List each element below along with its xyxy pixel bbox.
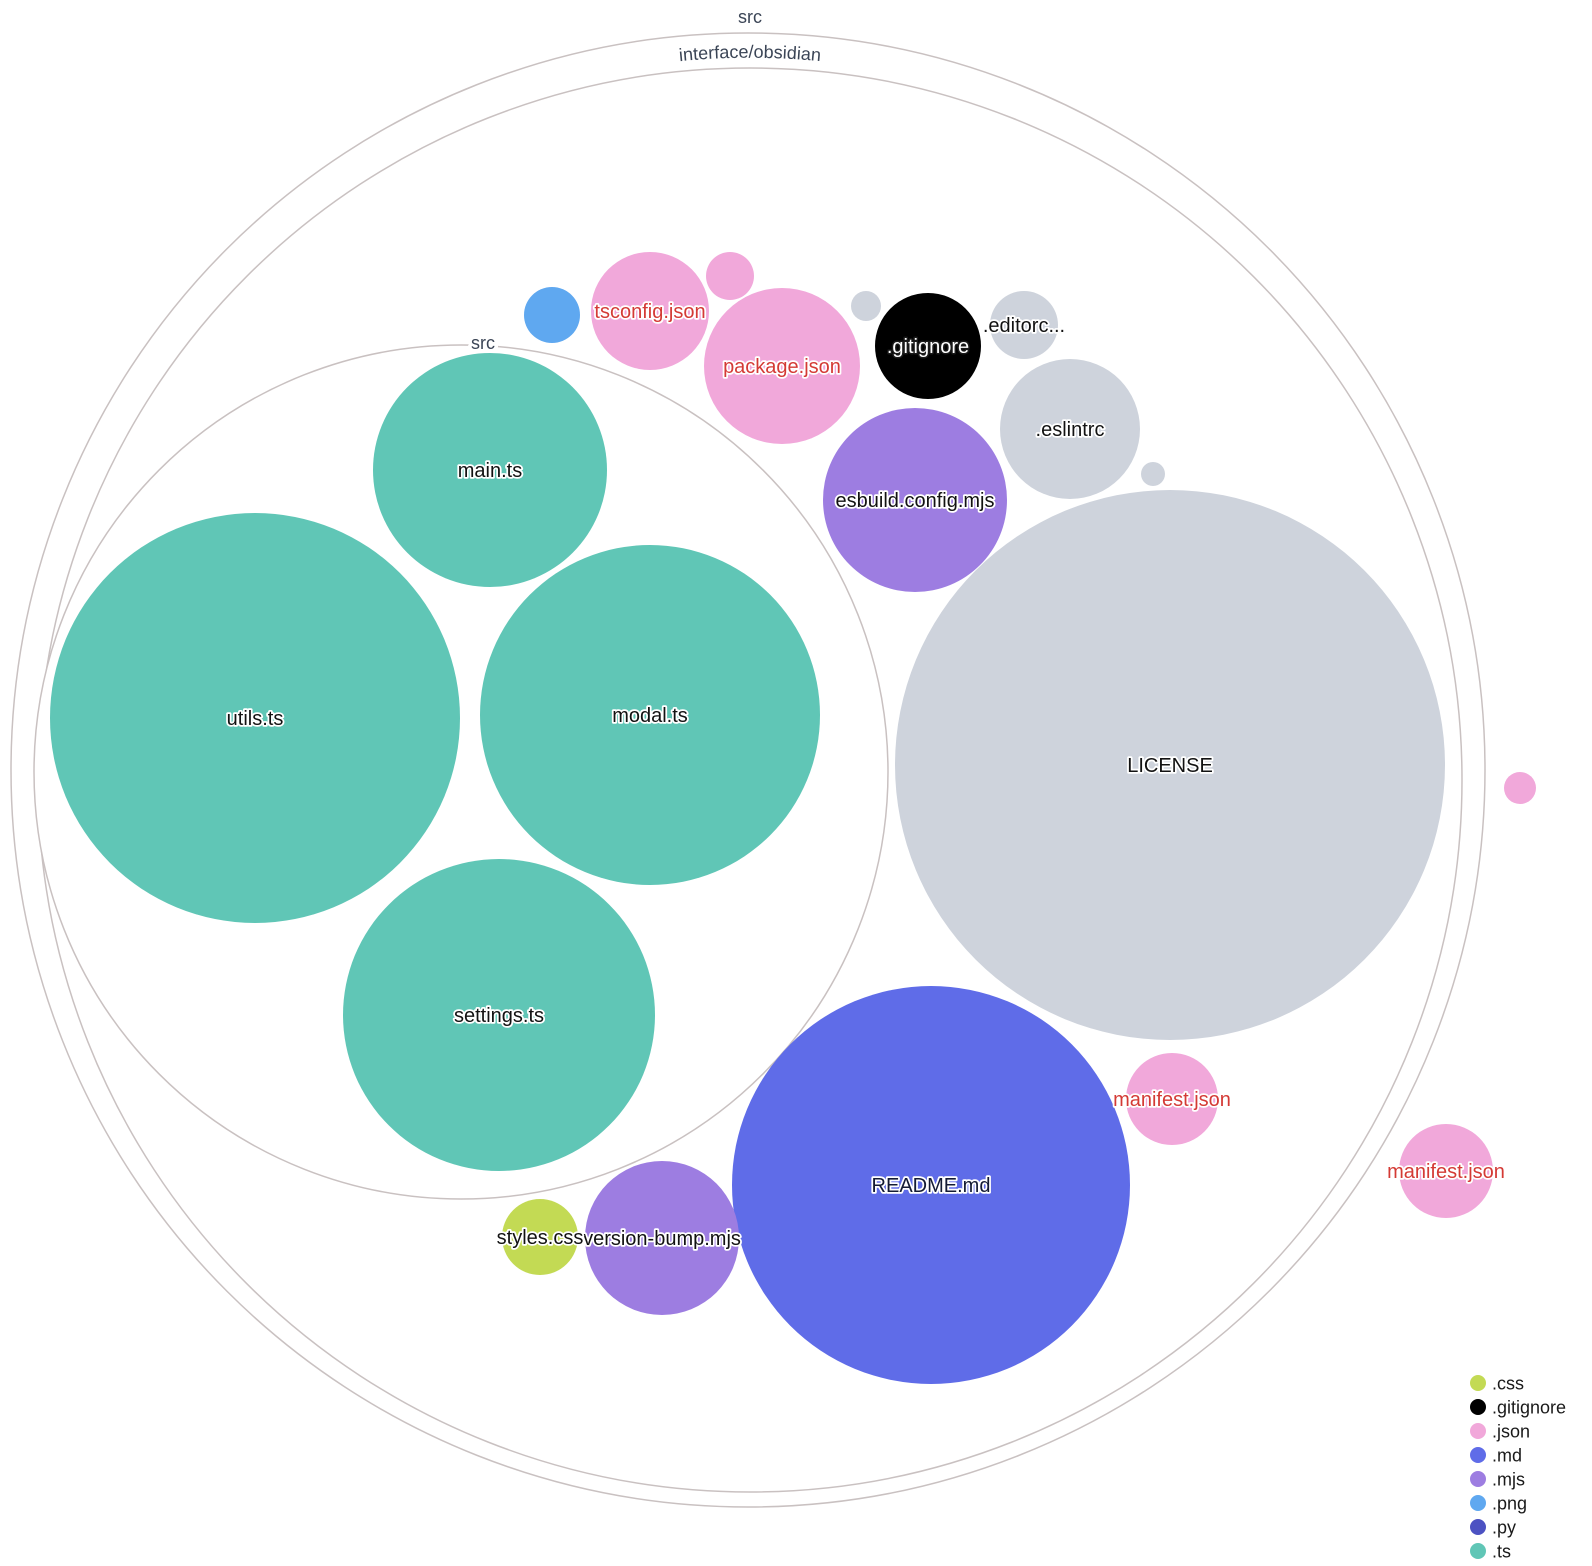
file-node-modal-ts[interactable] (480, 545, 820, 885)
legend-swatch-icon (1470, 1375, 1486, 1391)
folder-label-interface-obsidian: interface/obsidian (678, 42, 822, 65)
file-label-manifest-json: manifest.json (1113, 1089, 1231, 1111)
file-node-utils-ts[interactable] (50, 513, 460, 923)
legend-label: .mjs (1492, 1469, 1525, 1489)
file-label-utils-ts: utils.ts (227, 708, 284, 730)
legend-label: .py (1492, 1517, 1516, 1537)
file-node-package-json[interactable] (704, 288, 860, 444)
file-node-settings-ts[interactable] (343, 859, 655, 1171)
file-node-unlabeled-json[interactable] (706, 252, 754, 300)
legend-swatch-icon (1470, 1543, 1486, 1559)
file-node-main-ts[interactable] (373, 353, 607, 587)
file-label-settings-ts: settings.ts (454, 1005, 544, 1027)
file-label-gitignore: .gitignore (887, 336, 969, 358)
file-circles (50, 252, 1536, 1384)
legend-label: .json (1492, 1421, 1530, 1441)
file-label-version-bump-mjs: version-bump.mjs (583, 1228, 741, 1250)
file-label-tsconfig-json: tsconfig.json (594, 301, 705, 323)
folder-label-src: src (471, 333, 495, 353)
legend-swatch-icon (1470, 1447, 1486, 1463)
legend-item-json: .json (1470, 1421, 1530, 1441)
legend-item-gitignore: .gitignore (1470, 1397, 1566, 1417)
legend-item-md: .md (1470, 1445, 1522, 1465)
legend-label: .md (1492, 1445, 1522, 1465)
file-label-license: LICENSE (1127, 755, 1213, 777)
folder-label-src: src (738, 7, 762, 27)
file-node-manifest-json[interactable] (1126, 1053, 1218, 1145)
legend-label: .ts (1492, 1541, 1511, 1561)
legend-swatch-icon (1470, 1399, 1486, 1415)
file-node-eslintrc[interactable] (1000, 359, 1140, 499)
file-label-styles-css: styles.css (497, 1227, 584, 1249)
file-node-version-bump-mjs[interactable] (585, 1161, 739, 1315)
file-label-main-ts: main.ts (458, 460, 522, 482)
file-node-license[interactable] (895, 490, 1445, 1040)
legend-label: .css (1492, 1373, 1524, 1393)
legend-item-ts: .ts (1470, 1541, 1511, 1561)
file-node-unlabeled-png[interactable] (524, 287, 580, 343)
legend-item-png: .png (1470, 1493, 1527, 1513)
file-node-unlabeled-other[interactable] (851, 291, 881, 321)
legend-item-py: .py (1470, 1517, 1516, 1537)
file-node-gitignore[interactable] (875, 293, 981, 399)
legend-item-mjs: .mjs (1470, 1469, 1525, 1489)
file-node-manifest-json[interactable] (1399, 1124, 1493, 1218)
extension-legend: .css .gitignore .json .md .mjs .png .py .ts (1470, 1373, 1566, 1561)
file-label-package-json: package.json (723, 356, 841, 378)
file-node-esbuild-config-mjs[interactable] (823, 408, 1007, 592)
file-node-styles-css[interactable] (502, 1199, 578, 1275)
file-label-eslintrc: .eslintrc (1036, 419, 1105, 441)
legend-swatch-icon (1470, 1495, 1486, 1511)
folder-labels: src interface/obsidian src (468, 7, 822, 357)
file-label-esbuild-config-mjs: esbuild.config.mjs (836, 490, 995, 512)
file-node-unlabeled-json[interactable] (1504, 772, 1536, 804)
legend-label: .png (1492, 1493, 1527, 1513)
legend-item-css: .css (1470, 1373, 1524, 1393)
file-node-tsconfig-json[interactable] (591, 252, 709, 370)
legend-swatch-icon (1470, 1423, 1486, 1439)
file-labels: utils.ts modal.ts main.ts settings.ts tsconf… (225, 299, 1507, 1252)
file-label-manifest-json: manifest.json (1387, 1161, 1505, 1183)
legend-swatch-icon (1470, 1519, 1486, 1535)
file-node-unlabeled-other[interactable] (1141, 462, 1165, 486)
file-node-readme-md[interactable] (732, 986, 1130, 1384)
legend-swatch-icon (1470, 1471, 1486, 1487)
file-label-readme-md: README.md (872, 1175, 991, 1197)
file-node-editorc[interactable] (990, 291, 1058, 359)
legend-label: .gitignore (1492, 1397, 1566, 1417)
file-label-modal-ts: modal.ts (612, 705, 688, 727)
file-label-editorc: .editorc... (983, 315, 1065, 337)
